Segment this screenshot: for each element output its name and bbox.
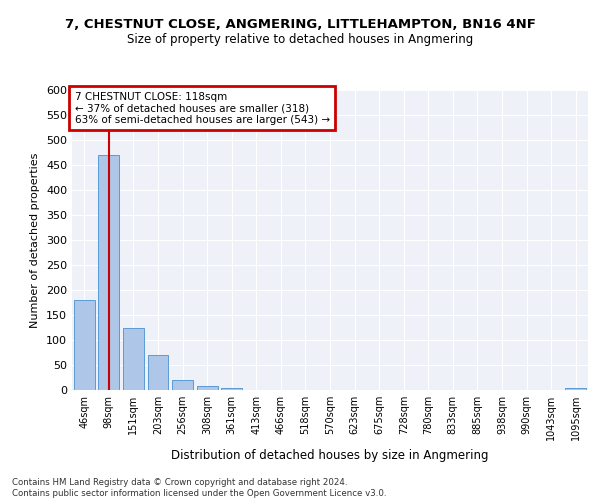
Text: Size of property relative to detached houses in Angmering: Size of property relative to detached ho… [127,32,473,46]
Bar [74,300,95,390]
Bar [123,328,144,390]
Y-axis label: Number of detached properties: Number of detached properties [31,152,40,328]
Bar [221,388,242,390]
Bar [565,388,586,390]
Bar [197,386,218,390]
X-axis label: Distribution of detached houses by size in Angmering: Distribution of detached houses by size … [171,448,489,462]
Bar [98,155,119,390]
Bar [172,380,193,390]
Bar [148,355,169,390]
Text: 7, CHESTNUT CLOSE, ANGMERING, LITTLEHAMPTON, BN16 4NF: 7, CHESTNUT CLOSE, ANGMERING, LITTLEHAMP… [65,18,535,30]
Text: 7 CHESTNUT CLOSE: 118sqm
← 37% of detached houses are smaller (318)
63% of semi-: 7 CHESTNUT CLOSE: 118sqm ← 37% of detach… [74,92,330,124]
Text: Contains HM Land Registry data © Crown copyright and database right 2024.
Contai: Contains HM Land Registry data © Crown c… [12,478,386,498]
